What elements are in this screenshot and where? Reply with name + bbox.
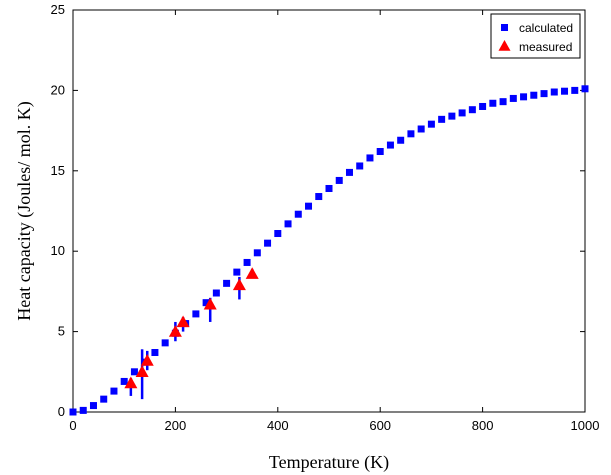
calculated-point — [468, 106, 476, 114]
calculated-point — [110, 387, 118, 395]
y-tick-label: 10 — [51, 243, 65, 258]
calculated-point — [540, 90, 548, 98]
y-axis: 0 5 10 15 20 25 — [51, 2, 585, 419]
x-tick-label: 800 — [472, 418, 494, 433]
calculated-point — [458, 109, 466, 117]
calculated-point — [509, 94, 517, 102]
measured-point — [176, 315, 190, 328]
x-tick-label: 1000 — [571, 418, 600, 433]
calculated-point — [345, 168, 353, 176]
calculated-point — [489, 99, 497, 107]
calculated-point — [530, 91, 538, 99]
y-tick-label: 25 — [51, 2, 65, 17]
calculated-point — [479, 102, 487, 110]
calculated-point — [325, 184, 333, 192]
calculated-point — [397, 136, 405, 144]
plot-area — [72, 9, 586, 413]
calculated-point — [448, 112, 456, 120]
calculated-point — [315, 193, 323, 201]
calculated-point — [520, 93, 528, 101]
calculated-point — [192, 310, 200, 318]
calculated-point — [438, 115, 446, 123]
calculated-point — [233, 268, 241, 276]
calculated-point — [264, 239, 272, 247]
calculated-point — [561, 87, 569, 95]
calculated-point — [571, 86, 579, 94]
calculated-point — [89, 402, 97, 410]
calculated-point — [253, 249, 261, 257]
x-tick-label: 400 — [267, 418, 289, 433]
plot-frame — [72, 9, 586, 413]
measured-point — [140, 354, 154, 366]
calculated-point — [366, 154, 374, 162]
x-axis-label: Temperature (K) — [269, 452, 389, 473]
calculated-point — [386, 141, 394, 149]
calculated-point — [130, 368, 138, 376]
calculated-point — [356, 162, 364, 170]
calculated-point — [335, 176, 343, 184]
calculated-point — [151, 349, 159, 357]
calculated-point — [499, 98, 507, 106]
legend: calculated measured — [490, 13, 581, 59]
calculated-point — [243, 258, 251, 266]
legend-label-measured: measured — [519, 40, 572, 54]
x-tick-label: 600 — [369, 418, 391, 433]
calculated-point — [202, 299, 210, 307]
calculated-point — [223, 279, 231, 287]
measured-series — [124, 267, 259, 389]
measured-point — [232, 278, 246, 291]
calculated-point — [284, 220, 292, 228]
calculated-point — [305, 202, 313, 210]
calculated-point — [407, 130, 415, 138]
calculated-point — [212, 289, 220, 297]
y-tick-label: 5 — [58, 324, 65, 339]
calculated-point — [161, 339, 169, 347]
y-axis-label: Heat capacity (Joules/ mol. K) — [14, 101, 35, 320]
measured-point — [203, 297, 217, 310]
x-tick-label: 0 — [69, 418, 76, 433]
y-tick-label: 0 — [58, 404, 65, 419]
measured-point — [135, 365, 149, 377]
legend-marker-calculated — [501, 24, 508, 31]
legend-marker-measured — [498, 40, 511, 51]
calculated-point — [550, 88, 558, 96]
y-tick-label: 15 — [51, 163, 65, 178]
measured-point — [124, 376, 138, 389]
calculated-point — [294, 210, 302, 218]
x-tick-label: 200 — [165, 418, 187, 433]
calculated-point — [100, 395, 108, 403]
calculated-point — [69, 408, 77, 416]
calculated-point — [417, 125, 425, 133]
calculated-point — [274, 230, 282, 238]
calculated-point — [120, 377, 128, 385]
calculated-point — [581, 85, 589, 93]
calculated-point — [376, 148, 384, 156]
calculated-series — [69, 85, 589, 416]
calculated-point — [427, 120, 435, 128]
measured-point — [245, 267, 259, 279]
measured-point — [168, 325, 182, 337]
y-tick-label: 20 — [51, 82, 65, 97]
x-axis: 0 200 400 600 800 1000 — [69, 10, 599, 433]
legend-label-calculated: calculated — [519, 21, 573, 35]
calculated-point — [79, 406, 87, 414]
